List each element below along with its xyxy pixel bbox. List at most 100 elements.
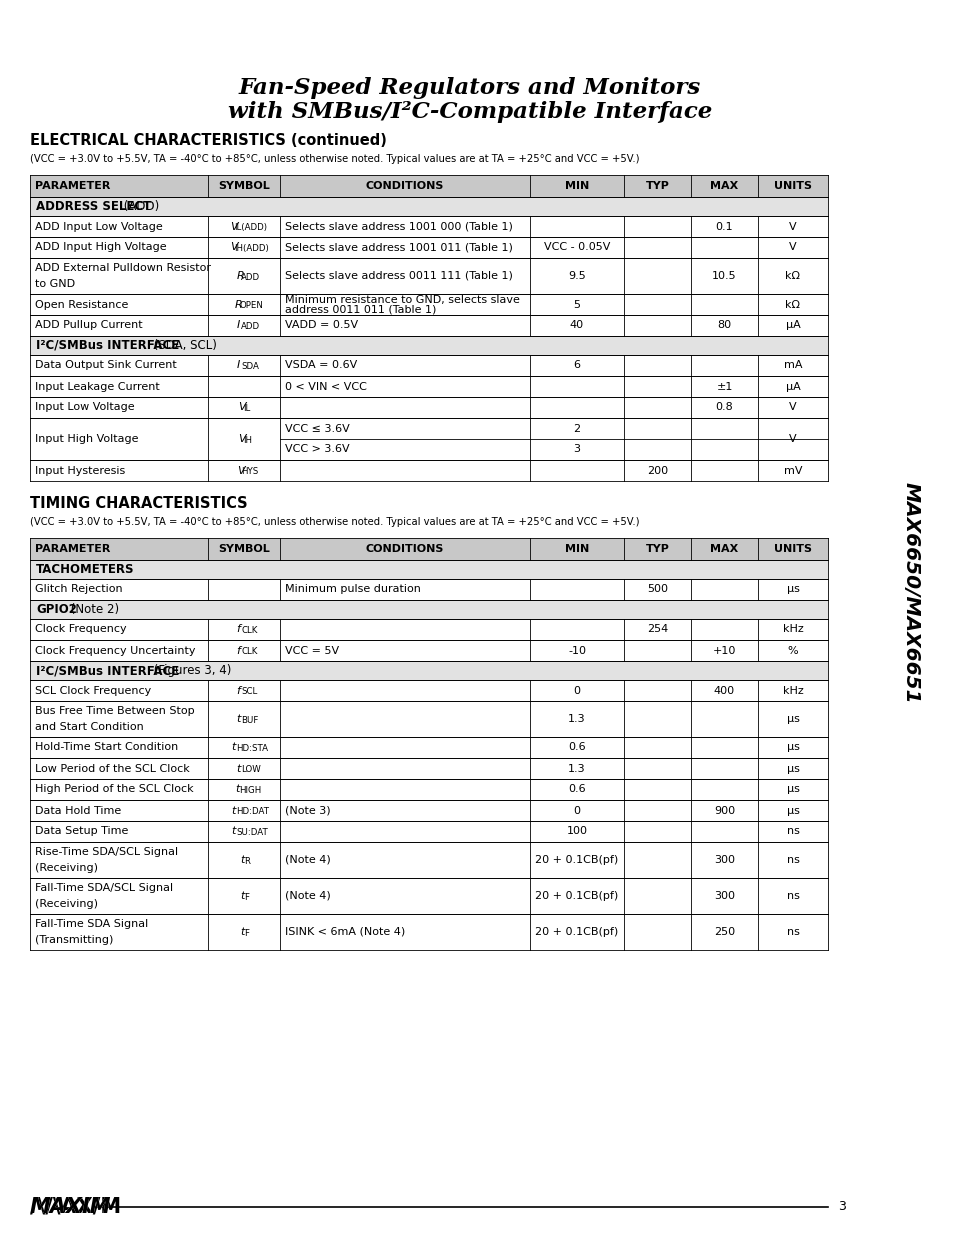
Text: MIN: MIN bbox=[564, 543, 589, 555]
Text: SU:DAT: SU:DAT bbox=[235, 829, 268, 837]
Text: SYMBOL: SYMBOL bbox=[218, 182, 270, 191]
Text: F: F bbox=[244, 929, 250, 937]
Text: Fan-Speed Regulators and Monitors: Fan-Speed Regulators and Monitors bbox=[238, 77, 700, 99]
Text: 5: 5 bbox=[573, 300, 579, 310]
Text: MAXIM: MAXIM bbox=[30, 1197, 112, 1216]
Text: μs: μs bbox=[785, 784, 799, 794]
Text: μA: μA bbox=[785, 382, 800, 391]
Text: HD:DAT: HD:DAT bbox=[235, 808, 269, 816]
Text: and Start Condition: and Start Condition bbox=[35, 722, 144, 732]
Text: 0.6: 0.6 bbox=[568, 784, 585, 794]
Text: (SDA, SCL): (SDA, SCL) bbox=[150, 338, 216, 352]
Text: 0: 0 bbox=[573, 805, 579, 815]
Text: 20 + 0.1CB(pf): 20 + 0.1CB(pf) bbox=[535, 890, 618, 902]
Text: f: f bbox=[236, 625, 240, 635]
Text: I²C/SMBus INTERFACE: I²C/SMBus INTERFACE bbox=[36, 338, 179, 352]
Text: t: t bbox=[236, 763, 241, 773]
Text: Clock Frequency Uncertainty: Clock Frequency Uncertainty bbox=[35, 646, 195, 656]
Text: 3: 3 bbox=[573, 445, 579, 454]
Text: TACHOMETERS: TACHOMETERS bbox=[36, 563, 134, 576]
Text: μs: μs bbox=[785, 742, 799, 752]
Text: 400: 400 bbox=[713, 685, 735, 695]
Text: V: V bbox=[788, 403, 796, 412]
Bar bbox=[30, 600, 827, 619]
Text: ISINK < 6mA (Note 4): ISINK < 6mA (Note 4) bbox=[285, 927, 405, 937]
Text: Fall-Time SDA/SCL Signal: Fall-Time SDA/SCL Signal bbox=[35, 883, 172, 893]
Text: 1.3: 1.3 bbox=[568, 763, 585, 773]
Bar bbox=[30, 559, 827, 579]
Text: SDA: SDA bbox=[241, 362, 258, 372]
Text: 0: 0 bbox=[573, 685, 579, 695]
Text: (Note 2): (Note 2) bbox=[67, 603, 119, 616]
Text: MAX: MAX bbox=[710, 543, 738, 555]
Text: 1.3: 1.3 bbox=[568, 714, 585, 724]
Text: 200: 200 bbox=[646, 466, 667, 475]
Text: Input High Voltage: Input High Voltage bbox=[35, 433, 138, 445]
Text: ADD Input Low Voltage: ADD Input Low Voltage bbox=[35, 221, 163, 231]
Text: 500: 500 bbox=[646, 584, 667, 594]
Text: HYS: HYS bbox=[241, 467, 258, 477]
Text: V: V bbox=[788, 242, 796, 252]
Text: VCC - 0.05V: VCC - 0.05V bbox=[543, 242, 610, 252]
Text: VCC ≤ 3.6V: VCC ≤ 3.6V bbox=[285, 424, 350, 433]
Text: IH: IH bbox=[242, 436, 252, 445]
Bar bbox=[30, 336, 827, 354]
Text: R: R bbox=[234, 300, 242, 310]
Text: VADD = 0.5V: VADD = 0.5V bbox=[285, 321, 357, 331]
Text: GPIO2: GPIO2 bbox=[36, 603, 77, 616]
Text: 40: 40 bbox=[569, 321, 583, 331]
Text: t: t bbox=[236, 714, 241, 724]
Text: (VCC = +3.0V to +5.5V, TA = -40°C to +85°C, unless otherwise noted. Typical valu: (VCC = +3.0V to +5.5V, TA = -40°C to +85… bbox=[30, 517, 639, 527]
Text: Input Leakage Current: Input Leakage Current bbox=[35, 382, 159, 391]
Text: 250: 250 bbox=[713, 927, 735, 937]
Text: kHz: kHz bbox=[781, 685, 802, 695]
Text: CONDITIONS: CONDITIONS bbox=[365, 543, 444, 555]
Text: kΩ: kΩ bbox=[784, 300, 800, 310]
Text: High Period of the SCL Clock: High Period of the SCL Clock bbox=[35, 784, 193, 794]
Text: mV: mV bbox=[783, 466, 801, 475]
Text: MAX6650/MAX6651: MAX6650/MAX6651 bbox=[901, 482, 920, 704]
Text: 80: 80 bbox=[717, 321, 731, 331]
Text: t: t bbox=[240, 927, 244, 937]
Text: (Receiving): (Receiving) bbox=[35, 863, 98, 873]
Text: (Note 4): (Note 4) bbox=[285, 855, 331, 864]
Text: VSDA = 0.6V: VSDA = 0.6V bbox=[285, 361, 356, 370]
Text: (Note 4): (Note 4) bbox=[285, 890, 331, 902]
Text: 3: 3 bbox=[837, 1200, 845, 1214]
Text: 9.5: 9.5 bbox=[568, 270, 585, 282]
Text: to GND: to GND bbox=[35, 279, 75, 289]
Text: ns: ns bbox=[785, 855, 799, 864]
Text: 0.8: 0.8 bbox=[715, 403, 733, 412]
Text: μA: μA bbox=[785, 321, 800, 331]
Text: mA: mA bbox=[783, 361, 801, 370]
Text: (Note 3): (Note 3) bbox=[285, 805, 331, 815]
Text: ADD: ADD bbox=[241, 273, 260, 282]
Text: t: t bbox=[240, 855, 244, 864]
Text: TYP: TYP bbox=[645, 543, 669, 555]
Bar bbox=[30, 175, 827, 198]
Text: ADD Input High Voltage: ADD Input High Voltage bbox=[35, 242, 167, 252]
Text: address 0011 011 (Table 1): address 0011 011 (Table 1) bbox=[285, 304, 436, 314]
Text: MAX: MAX bbox=[710, 182, 738, 191]
Text: HIGH: HIGH bbox=[239, 787, 261, 795]
Text: Hold-Time Start Condition: Hold-Time Start Condition bbox=[35, 742, 178, 752]
Text: VCC > 3.6V: VCC > 3.6V bbox=[285, 445, 349, 454]
Text: t: t bbox=[234, 784, 239, 794]
Text: Data Hold Time: Data Hold Time bbox=[35, 805, 121, 815]
Text: LOW: LOW bbox=[241, 766, 260, 774]
Text: V: V bbox=[238, 403, 246, 412]
Text: R: R bbox=[236, 270, 244, 282]
Text: V: V bbox=[236, 466, 244, 475]
Text: OPEN: OPEN bbox=[239, 301, 263, 310]
Text: with SMBus/I²C-Compatible Interface: with SMBus/I²C-Compatible Interface bbox=[228, 101, 711, 124]
Text: ADD External Pulldown Resistor: ADD External Pulldown Resistor bbox=[35, 263, 211, 273]
Text: ADDRESS SELECT: ADDRESS SELECT bbox=[36, 200, 152, 212]
Text: IL: IL bbox=[242, 404, 250, 414]
Text: ns: ns bbox=[785, 826, 799, 836]
Text: Selects slave address 1001 000 (Table 1): Selects slave address 1001 000 (Table 1) bbox=[285, 221, 513, 231]
Text: MAXIM: MAXIM bbox=[30, 1197, 112, 1216]
Text: Rise-Time SDA/SCL Signal: Rise-Time SDA/SCL Signal bbox=[35, 847, 178, 857]
Text: 0 < VIN < VCC: 0 < VIN < VCC bbox=[285, 382, 367, 391]
Text: Input Hysteresis: Input Hysteresis bbox=[35, 466, 125, 475]
Text: I: I bbox=[236, 361, 239, 370]
